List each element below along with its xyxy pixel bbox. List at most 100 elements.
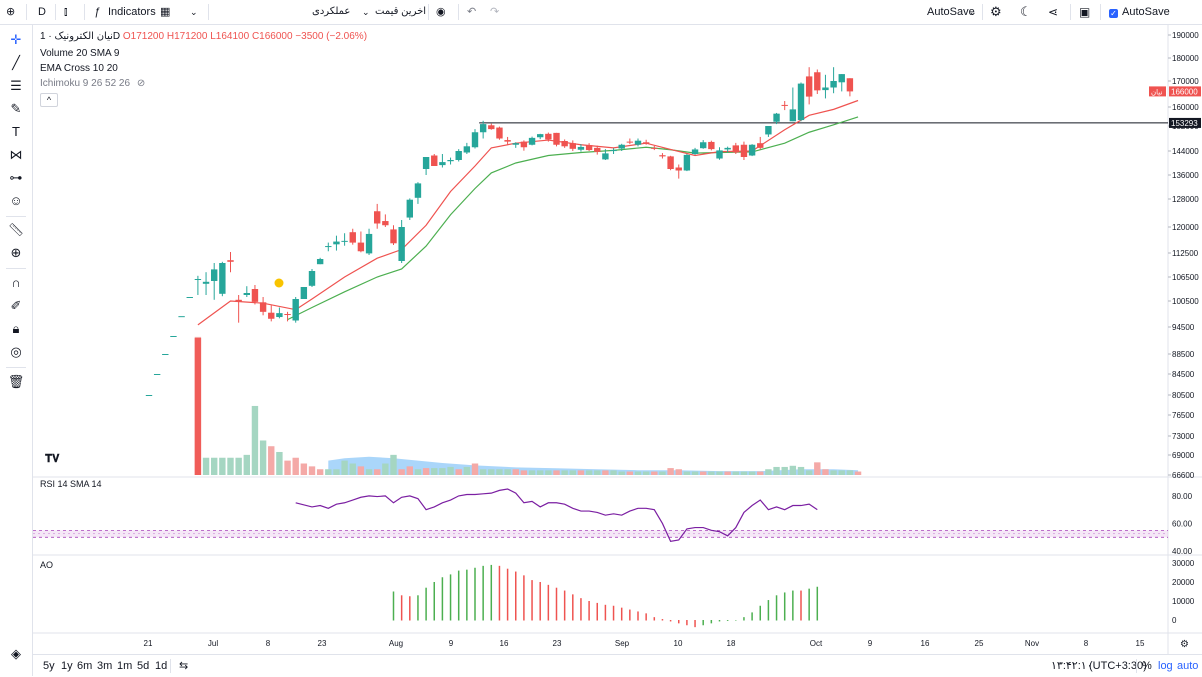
- rsi-axis-label: 60.00: [1172, 519, 1193, 528]
- measure-range-icon[interactable]: ⊶: [9, 170, 23, 185]
- crosshair-icon[interactable]: ✛: [10, 32, 22, 47]
- date-range-icon[interactable]: ⇆: [179, 660, 189, 672]
- candle-body: [773, 113, 780, 122]
- eye-icon[interactable]: ◎: [10, 344, 22, 359]
- candle-body: [463, 146, 471, 153]
- chevron-down-icon[interactable]: ⌄: [969, 7, 977, 17]
- autosave-dropdown[interactable]: AutoSave: [927, 6, 975, 18]
- candle-body: [708, 141, 715, 150]
- chart-type-dropdown[interactable]: عملکردی: [312, 6, 351, 17]
- range-3m[interactable]: 3m: [97, 660, 113, 672]
- volume-bar: [594, 470, 601, 475]
- percent-toggle[interactable]: %: [1142, 660, 1152, 672]
- chevron-down-icon[interactable]: ⌄: [190, 7, 198, 17]
- rsi-title[interactable]: RSI 14 SMA 14: [40, 479, 102, 489]
- bar-style-icon[interactable]: ⫾: [64, 6, 68, 18]
- auto-toggle[interactable]: auto: [1177, 660, 1199, 672]
- trash-icon[interactable]: 🗑︎: [7, 374, 25, 389]
- last-price-tag: نیان: [1151, 89, 1162, 96]
- rsi-line: [295, 488, 818, 543]
- lock-icon[interactable]: 🔒︎: [12, 321, 20, 336]
- layout-grid-icon[interactable]: ▦: [160, 6, 171, 18]
- volume-bar: [447, 466, 454, 475]
- volume-bar: [455, 469, 462, 475]
- collapse-legend-button[interactable]: ^: [40, 93, 58, 107]
- autosave-checkbox[interactable]: ✓ AutoSave: [1109, 0, 1170, 24]
- range-5y[interactable]: 5y: [43, 660, 55, 672]
- range-1d[interactable]: 1d: [155, 660, 168, 672]
- lock-drawing-icon[interactable]: ✐: [10, 298, 22, 313]
- candle-body: [805, 76, 813, 97]
- range-5d[interactable]: 5d: [137, 660, 150, 672]
- interval-button[interactable]: D: [38, 6, 46, 18]
- ruler-icon[interactable]: 📏︎: [7, 222, 25, 237]
- text-tool-icon[interactable]: T: [12, 124, 20, 139]
- candle-body: [471, 132, 479, 148]
- candle-body: [781, 104, 788, 106]
- volume-bar: [496, 469, 503, 475]
- fx-icon[interactable]: ƒ: [94, 6, 101, 18]
- candle-body: [145, 395, 153, 396]
- eye-icon[interactable]: ◉: [436, 6, 446, 18]
- chevron-down-icon[interactable]: ⌄: [362, 7, 370, 17]
- horizontal-lines-icon[interactable]: ☰: [10, 78, 22, 93]
- emoji-icon[interactable]: ☺: [9, 193, 23, 208]
- redo-icon[interactable]: ↷: [490, 6, 500, 18]
- add-symbol-icon[interactable]: ⊕: [6, 6, 16, 18]
- volume-bar: [700, 471, 707, 475]
- indicators-button[interactable]: Indicators: [108, 6, 156, 18]
- study-volume[interactable]: Volume 20 SMA 9: [40, 48, 120, 59]
- moon-icon[interactable]: ☾: [1020, 4, 1032, 19]
- time-axis-label: 18: [727, 639, 736, 648]
- magnet-icon[interactable]: ∩: [11, 275, 21, 290]
- volume-bar: [325, 469, 332, 475]
- volume-bar: [382, 463, 389, 475]
- volume-bar: [602, 470, 609, 475]
- volume-bar: [374, 469, 381, 475]
- layers-icon[interactable]: ◈: [11, 646, 21, 661]
- price-axis-label: 94500: [1172, 323, 1195, 332]
- divider: [26, 4, 27, 20]
- time-axis-label: 16: [921, 639, 930, 648]
- volume-bar: [300, 463, 308, 475]
- candle-body: [634, 140, 642, 145]
- candle-body: [186, 297, 193, 298]
- volume-bar: [561, 470, 568, 475]
- price-type-dropdown[interactable]: اخرین قیمت: [375, 6, 427, 17]
- study-ema-cross[interactable]: EMA Cross 10 20: [40, 63, 118, 74]
- gear-icon[interactable]: ⚙: [990, 4, 1002, 19]
- range-1y[interactable]: 1y: [61, 660, 73, 672]
- undo-icon[interactable]: ↶: [467, 6, 477, 18]
- candle-body: [651, 147, 658, 149]
- volume-bar: [708, 471, 715, 475]
- range-6m[interactable]: 6m: [77, 660, 93, 672]
- zoom-in-icon[interactable]: ⊕: [10, 245, 22, 260]
- range-1m[interactable]: 1m: [117, 660, 133, 672]
- pattern-tool-icon[interactable]: ⋈: [9, 147, 23, 162]
- study-ichimoku[interactable]: Ichimoku 9 26 52 26 ⊘: [40, 78, 145, 89]
- candle-body: [561, 141, 568, 147]
- timezone-button[interactable]: (UTC+3:30): [1089, 660, 1147, 672]
- price-axis-label: 160000: [1172, 103, 1199, 112]
- volume-bar: [642, 471, 650, 475]
- change-value: −3500 (−2.06%): [295, 31, 368, 42]
- eye-off-icon[interactable]: ⊘: [136, 78, 146, 89]
- trend-line-icon[interactable]: ╱: [12, 55, 20, 70]
- ao-title[interactable]: AO: [40, 560, 54, 570]
- volume-bar: [431, 468, 438, 475]
- candle-body: [488, 125, 495, 130]
- volume-bar: [773, 466, 780, 475]
- share-icon[interactable]: ⋖: [1048, 5, 1059, 19]
- volume-bar: [414, 469, 422, 475]
- candle-body: [178, 316, 185, 318]
- candle-body: [642, 142, 650, 144]
- snapshot-icon[interactable]: ▣: [1079, 5, 1091, 19]
- axis-settings-gear-icon[interactable]: ⚙: [1180, 639, 1189, 650]
- top-toolbar: ⊕ D ⫾ ƒ Indicators ▦ ⌄ عملکردی ⌄ اخرین ق…: [0, 0, 1202, 25]
- symbol-name[interactable]: نیان الکترونیک · 1D: [40, 31, 121, 42]
- volume-bar: [716, 471, 723, 475]
- log-toggle[interactable]: log: [1158, 660, 1173, 672]
- candle-body: [618, 144, 625, 149]
- brush-icon[interactable]: ✎: [10, 101, 22, 116]
